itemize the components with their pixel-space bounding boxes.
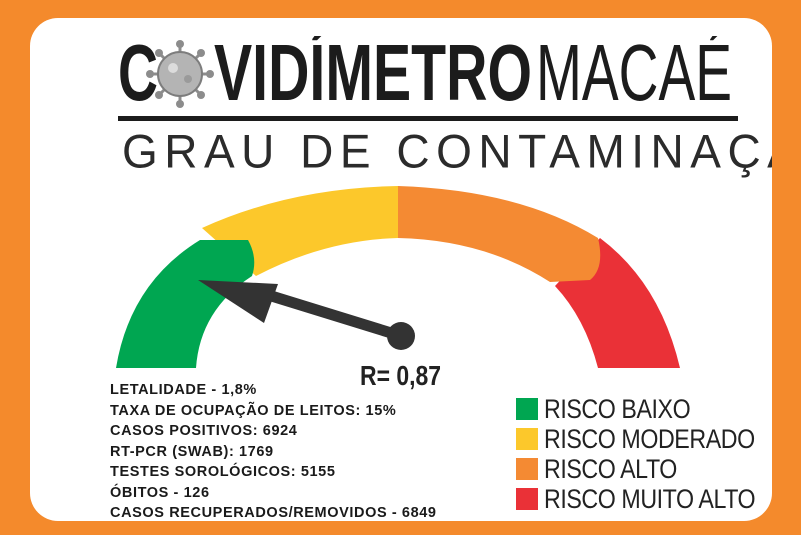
legend-item-moderado: RISCO MODERADO — [516, 424, 772, 454]
r-value: R= 0,87 — [360, 360, 442, 391]
virus-icon — [146, 40, 214, 108]
legend-item-muito-alto: RISCO MUITO ALTO — [516, 484, 772, 514]
legend-label: RISCO ALTO — [544, 453, 677, 484]
legend-item-baixo: RISCO BAIXO — [516, 394, 772, 424]
legend-swatch-yellow — [516, 428, 538, 450]
risk-gauge — [116, 186, 680, 368]
subtitle: GRAU DE CONTAMINAÇÃO — [122, 124, 772, 178]
stat-casos-positivos: CASOS POSITIVOS: 6924 — [110, 423, 298, 439]
title-logo: C VIDÍMETRO MA — [118, 36, 738, 121]
gauge-segment-orange — [398, 186, 601, 282]
stats-list: LETALIDADE - 1,8% TAXA DE OCUPAÇÃO DE LE… — [110, 380, 437, 521]
legend-label: RISCO MUITO ALTO — [544, 483, 756, 514]
stat-obitos: ÓBITOS - 126 — [110, 484, 210, 501]
legend-swatch-red — [516, 488, 538, 510]
title-underline — [118, 116, 738, 121]
stat-recuperados: CASOS RECUPERADOS/REMOVIDOS - 6849 — [110, 505, 437, 521]
legend-label: RISCO BAIXO — [544, 393, 691, 424]
stat-testes-sorologicos: TESTES SOROLÓGICOS: 5155 — [110, 464, 336, 480]
covidimetro-card: C VIDÍMETRO MA — [30, 18, 772, 521]
gauge-segment-green — [116, 240, 255, 368]
stat-letalidade: LETALIDADE - 1,8% — [110, 382, 257, 398]
stat-rt-pcr: RT-PCR (SWAB): 1769 — [110, 443, 274, 460]
legend-swatch-green — [516, 398, 538, 420]
gauge-needle — [198, 280, 415, 350]
legend-swatch-orange — [516, 458, 538, 480]
legend-label: RISCO MODERADO — [544, 423, 755, 454]
legend-item-alto: RISCO ALTO — [516, 454, 772, 484]
risk-legend: RISCO BAIXO RISCO MODERADO RISCO ALTO RI… — [516, 394, 772, 514]
title-vidimetro: VIDÍMETRO — [214, 36, 532, 117]
title-city: MACAÉ — [536, 36, 732, 117]
stat-ocupacao-leitos: TAXA DE OCUPAÇÃO DE LEITOS: 15% — [110, 402, 397, 419]
title-banner: C VIDÍMETRO MA — [118, 36, 740, 126]
